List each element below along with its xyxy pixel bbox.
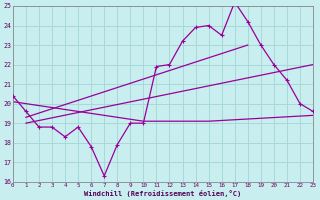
X-axis label: Windchill (Refroidissement éolien,°C): Windchill (Refroidissement éolien,°C) (84, 190, 242, 197)
